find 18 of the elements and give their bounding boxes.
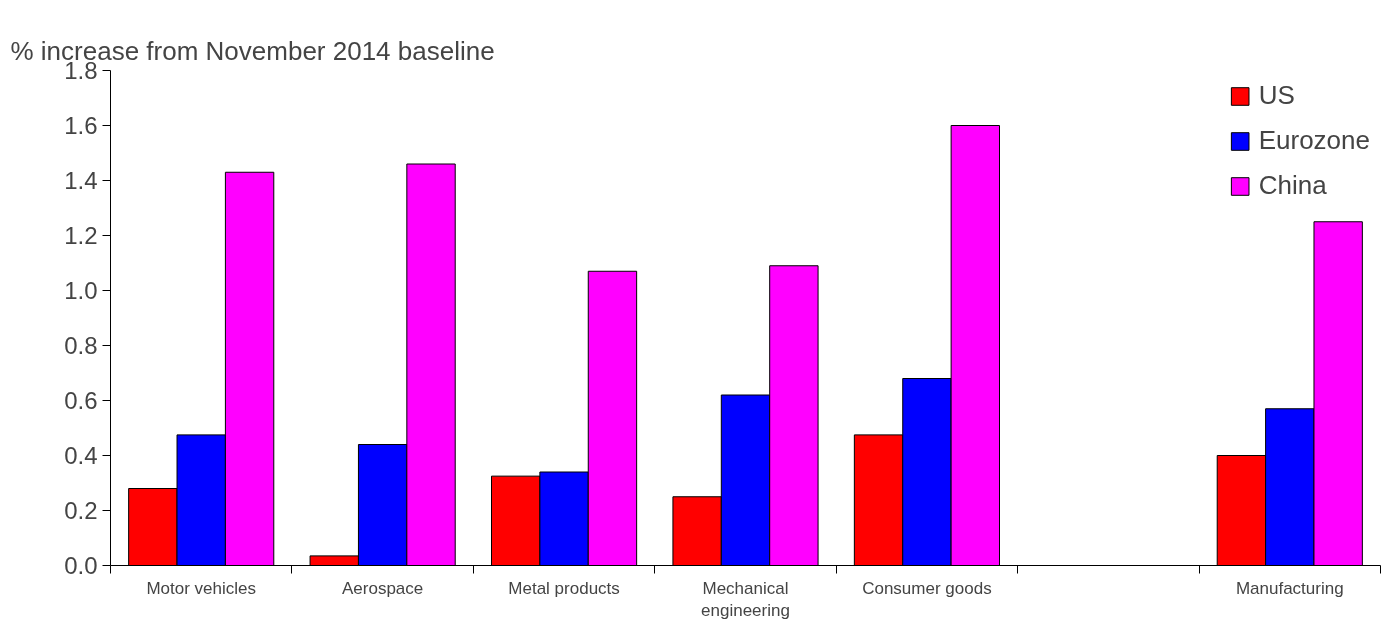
x-tick-label: Manufacturing — [1235, 578, 1344, 598]
legend-label: US — [1258, 80, 1295, 111]
y-tick-label: 0.0 — [64, 552, 98, 579]
y-tick-label: 1.4 — [64, 167, 98, 194]
y-tick-label: 0.2 — [64, 497, 98, 524]
y-tick-label: 1.2 — [64, 222, 98, 249]
x-tick-label: Mechanical engineering — [701, 578, 790, 621]
x-tick-label: Motor vehicles — [146, 578, 257, 598]
x-tick-label: Aerospace — [342, 578, 424, 598]
y-tick-label: 0.4 — [64, 442, 98, 469]
legend-label: Eurozone — [1258, 125, 1370, 156]
y-tick-label: 1.0 — [64, 277, 98, 304]
x-tick-label: Consumer goods — [862, 578, 992, 598]
y-tick-label: 0.8 — [64, 332, 98, 359]
y-tick-label: 0.6 — [64, 387, 98, 414]
y-tick-label: 1.6 — [64, 112, 98, 139]
legend-label: China — [1258, 170, 1327, 201]
x-tick-label: Metal products — [508, 578, 620, 598]
